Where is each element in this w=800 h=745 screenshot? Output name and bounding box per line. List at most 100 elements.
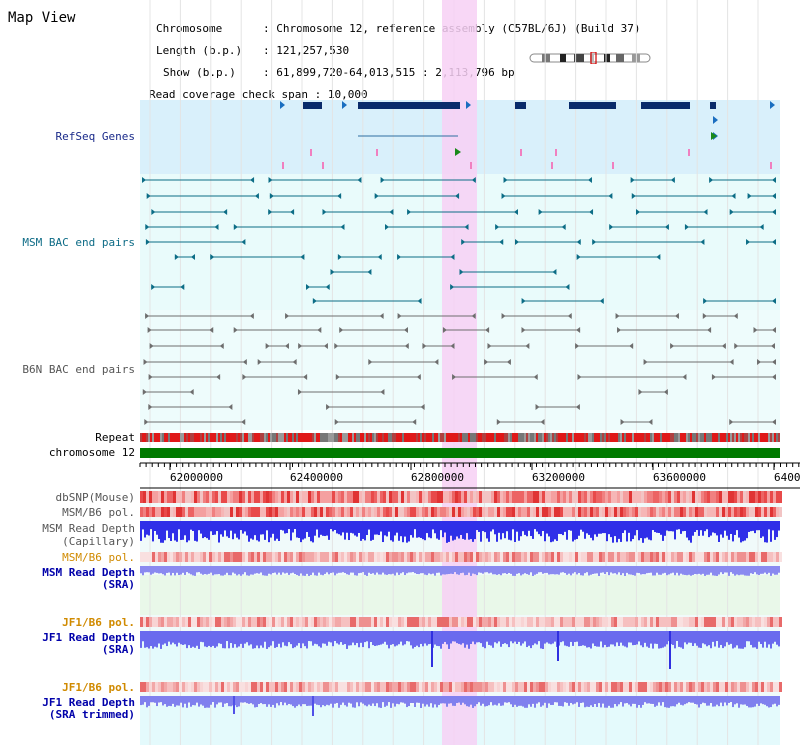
- jf1-sra-depth-bar: [604, 631, 606, 645]
- msm-sra-depth-bar: [198, 566, 200, 573]
- jf1-sra-depth-bar: [382, 631, 384, 644]
- jf1-b6-pol2-cell: [557, 682, 560, 692]
- msm-sra-depth-bar: [204, 566, 206, 575]
- jf1-b6-pol2-cell: [230, 682, 233, 692]
- jf1-trim-depth-bar: [148, 696, 150, 706]
- jf1-trim-depth-bar: [774, 696, 776, 704]
- jf1-trim-depth-bar: [366, 696, 368, 707]
- msm-capillary-depth-bar: [406, 521, 408, 543]
- jf1-trim-depth-bar: [600, 696, 602, 708]
- msm-capillary-depth-bar: [530, 521, 532, 536]
- dbsnp-density-cell: [458, 491, 461, 503]
- msm-capillary-depth-bar: [528, 521, 530, 531]
- msm-sra-depth-bar: [344, 566, 346, 573]
- jf1-sra-depth-bar: [318, 631, 320, 647]
- repeat-segment: [338, 433, 340, 442]
- msm-sra-depth-bar: [284, 566, 286, 574]
- msm-sra-depth-bar: [436, 566, 438, 573]
- dbsnp-density-cell: [365, 491, 368, 503]
- track-label-b6n-bac[interactable]: B6N BAC end pairs: [22, 363, 135, 376]
- jf1-b6-pol-cell: [755, 617, 758, 627]
- msm-sra-depth-bar: [568, 566, 570, 574]
- msm-b6-pol2-cell: [626, 552, 629, 562]
- msm-sra-depth-bar: [384, 566, 386, 575]
- msm-b6-pol2-cell: [200, 552, 203, 562]
- repeat-segment: [232, 433, 234, 442]
- msm-b6-pol-cell: [197, 507, 200, 517]
- repeat-segment: [334, 433, 336, 442]
- msm-b6-pol-cell: [176, 507, 179, 517]
- jf1-sra-depth-bar: [166, 631, 168, 647]
- jf1-sra-depth-bar: [436, 631, 438, 646]
- jf1-b6-pol2-cell: [440, 682, 443, 692]
- msm-sra-depth-bar: [658, 566, 660, 575]
- msm-sra-depth-bar: [512, 566, 514, 576]
- msm-b6-pol-cell: [473, 507, 476, 517]
- jf1-trim-depth-bar: [498, 696, 500, 704]
- jf1-sra-depth-bar: [464, 631, 466, 648]
- jf1-sra-depth-bar: [180, 631, 182, 645]
- msm-sra-depth-bar: [298, 566, 300, 576]
- jf1-trim-depth-bar: [674, 696, 676, 707]
- repeat-segment: [488, 433, 490, 442]
- jf1-b6-pol-cell: [518, 617, 521, 627]
- jf1-b6-pol-cell: [773, 617, 776, 627]
- dbsnp-density-cell: [395, 491, 398, 503]
- msm-capillary-depth-bar: [700, 521, 702, 531]
- bac-end-marker: [501, 313, 506, 319]
- msm-sra-depth-bar: [274, 566, 276, 573]
- msm-sra-depth-bar: [354, 566, 356, 576]
- jf1-b6-pol2-cell: [530, 682, 533, 692]
- jf1-trim-depth-bar: [428, 696, 430, 707]
- msm-sra-depth-bar: [372, 566, 374, 574]
- bac-end-marker: [700, 239, 705, 245]
- jf1-b6-pol2-cell: [389, 682, 392, 692]
- jf1-trim-depth-bar: [378, 696, 380, 708]
- msm-b6-pol-cell: [491, 507, 494, 517]
- msm-sra-depth-bar: [162, 566, 164, 575]
- msm-b6-pol2-cell: [635, 552, 638, 562]
- msm-b6-pol2-cell: [278, 552, 281, 562]
- msm-capillary-depth-bar: [610, 521, 612, 538]
- msm-capillary-depth-bar: [620, 521, 622, 542]
- msm-capillary-depth-bar: [434, 521, 436, 534]
- jf1-trim-depth-bar: [432, 696, 434, 708]
- msm-b6-pol-cell: [185, 507, 188, 517]
- msm-sra-depth-bar: [636, 566, 638, 573]
- jf1-b6-pol2-cell: [575, 682, 578, 692]
- msm-capillary-depth-bar: [410, 521, 412, 536]
- msm-sra-depth-bar: [766, 566, 768, 575]
- jf1-b6-pol2-cell: [281, 682, 284, 692]
- repeat-segment: [646, 433, 648, 442]
- jf1-b6-pol-cell: [539, 617, 542, 627]
- jf1-sra-depth-bar: [212, 631, 214, 646]
- msm-capillary-depth-bar: [522, 521, 524, 532]
- jf1-trim-depth-bar: [584, 696, 586, 708]
- msm-b6-pol-cell: [548, 507, 551, 517]
- jf1-b6-pol-cell: [416, 617, 419, 627]
- msm-capillary-depth-bar: [766, 521, 768, 543]
- dbsnp-density-cell: [593, 491, 596, 503]
- msm-sra-depth-bar: [704, 566, 706, 576]
- jf1-b6-pol-cell: [719, 617, 722, 627]
- jf1-trim-depth-bar: [564, 696, 566, 703]
- repeat-segment: [280, 433, 282, 442]
- repeat-segment: [486, 433, 488, 442]
- msm-sra-depth-bar: [610, 566, 612, 573]
- jf1-sra-depth-bar: [746, 631, 748, 642]
- jf1-trim-depth-bar: [702, 696, 704, 703]
- jf1-trim-depth-bar: [228, 696, 230, 707]
- track-label-refseq[interactable]: RefSeq Genes: [55, 130, 135, 143]
- repeat-segment: [158, 433, 160, 442]
- chromosome-ideogram[interactable]: [528, 52, 653, 64]
- jf1-b6-pol-cell: [371, 617, 374, 627]
- jf1-sra-depth-bar: [270, 631, 272, 646]
- track-label-msm-bac[interactable]: MSM BAC end pairs: [22, 236, 135, 249]
- bac-end-marker: [322, 209, 327, 215]
- jf1-trim-depth-bar: [506, 696, 508, 703]
- jf1-trim-depth-bar: [708, 696, 710, 706]
- jf1-sra-depth-bar: [610, 631, 612, 645]
- jf1-trim-depth-bar: [406, 696, 408, 708]
- repeat-segment: [738, 433, 740, 442]
